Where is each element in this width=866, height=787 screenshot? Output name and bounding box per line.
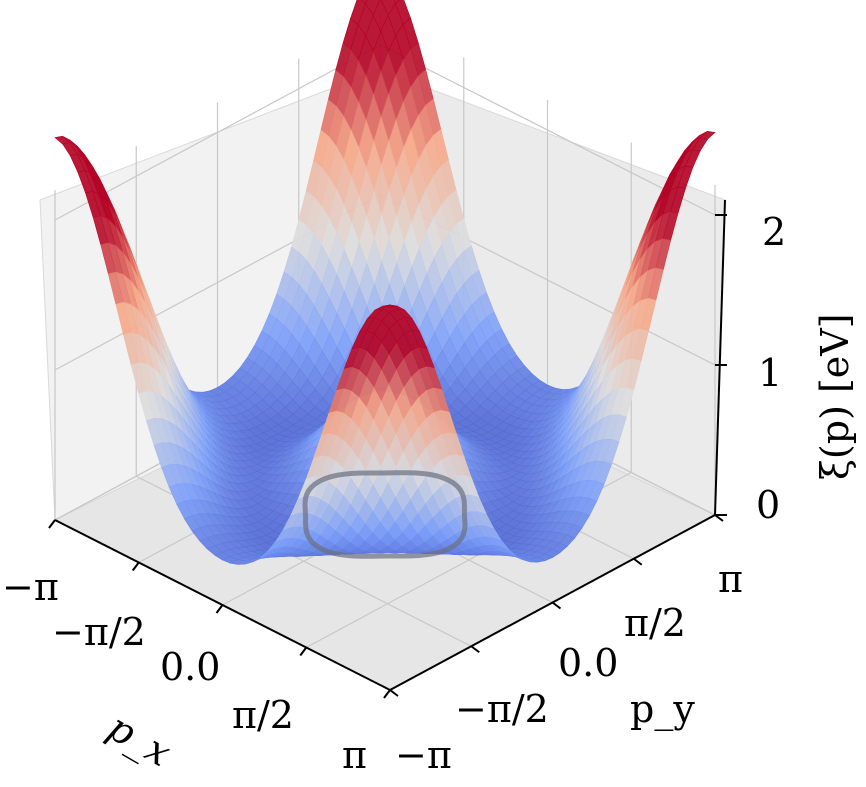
x-tick-label: −π/2 [52, 610, 146, 654]
x-tick-mark [48, 519, 56, 529]
z-tick-label: 2 [762, 210, 786, 254]
y-tick-mark [470, 645, 480, 654]
y-tick-label: π [718, 557, 743, 601]
wall-gridline [379, 44, 716, 216]
wall-gridline [54, 44, 381, 221]
y-tick-label: −π/2 [455, 687, 549, 731]
x-tick-mark [383, 689, 391, 699]
z-tick-label: 1 [758, 351, 782, 395]
y-tick-mark [389, 689, 399, 697]
y-axis-label: p_y [630, 687, 695, 732]
x-axis-label: p_x [100, 705, 179, 776]
contour-ring [302, 470, 468, 559]
z-axis-line [714, 199, 726, 516]
surface-cell [382, 304, 398, 308]
x-tick-label: 0.0 [160, 645, 220, 689]
x-tick-mark [131, 561, 140, 572]
x-tick-mark [215, 604, 224, 614]
surface-mesh [54, 0, 716, 565]
x-tick-mark [299, 646, 308, 657]
z-axis-label: ξ(p) [eV] [813, 313, 857, 480]
tick-marks [48, 214, 727, 699]
x-tick-label: π/2 [232, 693, 294, 737]
x-tick-label: −π [2, 565, 59, 609]
y-tick-label: π/2 [624, 601, 686, 645]
x-tick-label: π [342, 733, 367, 777]
y-tick-label: −π [395, 733, 452, 777]
y-tick-mark [633, 557, 643, 566]
z-tick-label: 0 [756, 483, 780, 527]
y-tick-label: 0.0 [558, 641, 618, 685]
y-tick-mark [551, 601, 562, 610]
